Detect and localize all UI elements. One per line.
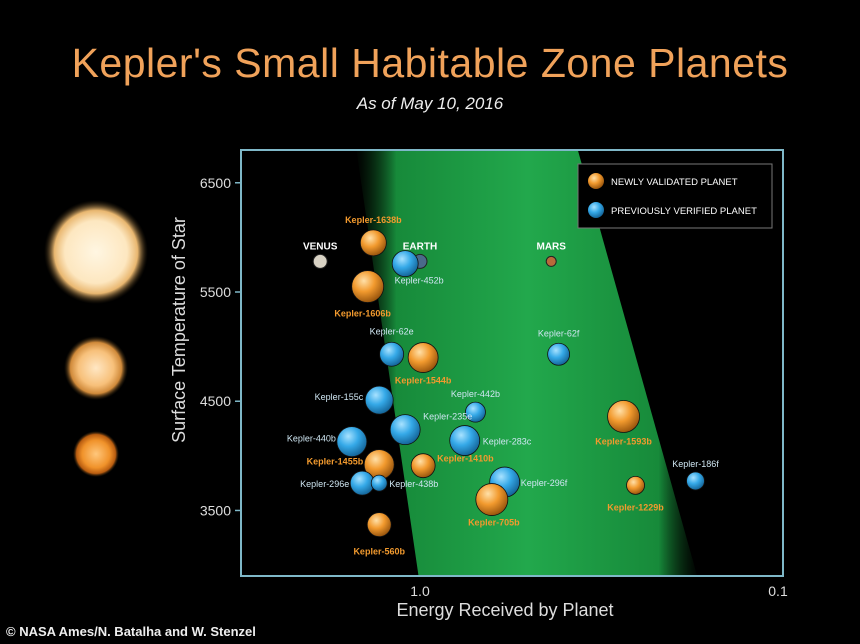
planet-kepler-705b [475, 483, 509, 516]
planet-kepler-186f [686, 471, 705, 491]
y-tick-label: 6500 [200, 175, 231, 191]
planet-kepler-1229b [626, 475, 645, 495]
planet-kepler-438b [370, 474, 388, 492]
planet-kepler-1638b [359, 229, 387, 257]
planet-kepler-1410b [410, 453, 436, 479]
planet-kepler-440b [336, 426, 368, 458]
x-axis-label: Energy Received by Planet [396, 600, 613, 620]
x-axis: 1.0 0.1 [410, 583, 788, 599]
planet-label-kepler-705b: Kepler-705b [468, 518, 520, 528]
legend-prev-label: PREVIOUSLY VERIFIED PLANET [611, 206, 757, 217]
legend-new-label: NEWLY VALIDATED PLANET [611, 177, 738, 188]
solar-planet-label: MARS [536, 241, 566, 252]
hot-star-icon [44, 200, 148, 304]
solar-planet-mars [545, 255, 557, 267]
y-tick-label: 3500 [200, 502, 231, 518]
solar-planet-venus [312, 253, 328, 269]
x-tick-label: 0.1 [768, 583, 788, 599]
legend-box [577, 163, 773, 229]
planet-kepler-62e [379, 341, 405, 367]
solar-planet-label: EARTH [403, 241, 437, 252]
solar-planet-label: VENUS [303, 241, 338, 252]
planet-label-kepler-186f: Kepler-186f [672, 459, 719, 469]
planet-label-kepler-296f: Kepler-296f [521, 478, 568, 488]
legend-prev-swatch [588, 202, 604, 218]
planet-label-kepler-1455b: Kepler-1455b [307, 457, 364, 467]
plot-frame [240, 149, 784, 577]
planet-kepler-442b [465, 401, 486, 423]
planet-kepler-235e [389, 414, 421, 446]
kepler-planets: Kepler-1638b Kepler-452b Kepler-1606b Keple… [287, 215, 719, 557]
y-axis-label: Surface Temperature of Star [169, 217, 189, 443]
x-tick-label: 1.0 [410, 583, 430, 599]
legend: NEWLY VALIDATED PLANET PREVIOUSLY VERIFI… [577, 163, 773, 229]
planet-kepler-560b [366, 512, 392, 538]
planet-label-kepler-62e: Kepler-62e [370, 326, 414, 336]
planet-label-kepler-1229b: Kepler-1229b [607, 502, 664, 512]
planet-label-kepler-1544b: Kepler-1544b [395, 376, 452, 386]
planet-label-kepler-438b: Kepler-438b [389, 479, 438, 489]
habitable-zone-band [356, 150, 698, 576]
chart-title: Kepler's Small Habitable Zone Planets [71, 40, 789, 86]
planet-label-kepler-452b: Kepler-452b [395, 276, 444, 286]
legend-new-swatch [588, 173, 604, 189]
planet-label-kepler-1638b: Kepler-1638b [345, 215, 402, 225]
image-credit: © NASA Ames/N. Batalha and W. Stenzel [6, 624, 256, 639]
planet-kepler-1593b [607, 400, 640, 433]
planet-label-kepler-235e: Kepler-235e [423, 412, 472, 422]
planet-label-kepler-442b: Kepler-442b [451, 389, 500, 399]
planet-label-kepler-283c: Kepler-283c [483, 437, 532, 447]
planet-label-kepler-155c: Kepler-155c [315, 392, 364, 402]
y-tick-label: 4500 [200, 393, 231, 409]
planet-label-kepler-560b: Kepler-560b [353, 547, 405, 557]
planet-kepler-155c [364, 385, 394, 415]
planet-label-kepler-62f: Kepler-62f [538, 328, 580, 338]
y-tick-label: 5500 [200, 284, 231, 300]
planet-kepler-62f [547, 342, 571, 366]
planet-kepler-1544b [407, 342, 439, 373]
planet-label-kepler-296e: Kepler-296e [300, 479, 349, 489]
planet-kepler-296e [349, 470, 375, 496]
planet-label-kepler-1593b: Kepler-1593b [595, 437, 652, 447]
planet-kepler-1606b [351, 270, 385, 303]
y-axis: 3500 4500 5500 6500 [200, 175, 241, 518]
planet-label-kepler-1410b: Kepler-1410b [437, 454, 494, 464]
planet-label-kepler-440b: Kepler-440b [287, 434, 336, 444]
medium-star-icon [64, 336, 128, 400]
chart-subtitle: As of May 10, 2016 [356, 94, 504, 113]
planet-kepler-452b [391, 250, 419, 278]
cool-star-icon [73, 431, 119, 477]
planet-kepler-283c [449, 425, 481, 456]
planet-label-kepler-1606b: Kepler-1606b [334, 309, 391, 319]
